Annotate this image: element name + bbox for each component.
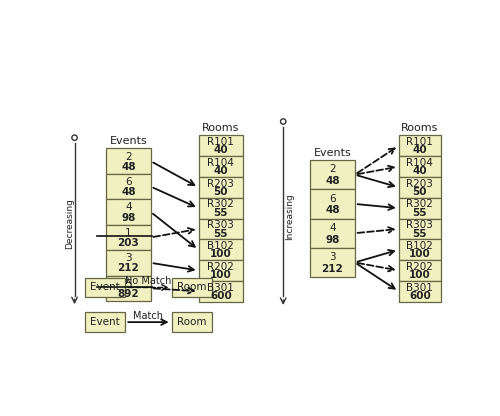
Text: 40: 40 — [214, 145, 228, 155]
FancyBboxPatch shape — [106, 149, 151, 174]
Text: 212: 212 — [118, 263, 140, 273]
Text: 600: 600 — [409, 291, 431, 301]
Text: 55: 55 — [214, 228, 228, 238]
Text: B301: B301 — [208, 282, 234, 292]
Text: R104: R104 — [208, 158, 234, 168]
Text: 40: 40 — [412, 166, 427, 176]
Text: 50: 50 — [214, 187, 228, 197]
Text: B102: B102 — [208, 241, 234, 251]
Text: 48: 48 — [121, 187, 136, 197]
Text: 4: 4 — [125, 203, 132, 213]
Text: 100: 100 — [409, 249, 431, 259]
Text: 6: 6 — [329, 194, 336, 204]
FancyBboxPatch shape — [198, 177, 243, 198]
Text: 6: 6 — [125, 177, 132, 187]
Text: Events: Events — [314, 148, 352, 158]
Text: 100: 100 — [409, 270, 431, 280]
Text: R203: R203 — [406, 178, 434, 188]
FancyBboxPatch shape — [310, 160, 355, 189]
FancyBboxPatch shape — [398, 177, 441, 198]
Text: R302: R302 — [208, 199, 234, 209]
Text: 40: 40 — [214, 166, 228, 176]
Text: Events: Events — [110, 136, 148, 146]
Text: 98: 98 — [326, 235, 340, 245]
Text: R101: R101 — [406, 137, 434, 147]
Text: Room: Room — [177, 317, 206, 327]
FancyBboxPatch shape — [172, 278, 211, 297]
Text: No Match: No Match — [126, 276, 172, 286]
FancyBboxPatch shape — [398, 239, 441, 260]
FancyBboxPatch shape — [198, 198, 243, 218]
Text: 55: 55 — [412, 228, 427, 238]
Text: 600: 600 — [210, 291, 232, 301]
Text: 100: 100 — [210, 249, 232, 259]
Text: 100: 100 — [210, 270, 232, 280]
Text: 55: 55 — [214, 208, 228, 218]
Text: R303: R303 — [406, 220, 434, 230]
Text: 48: 48 — [325, 206, 340, 215]
FancyBboxPatch shape — [198, 156, 243, 177]
Text: R202: R202 — [208, 262, 234, 272]
FancyBboxPatch shape — [106, 174, 151, 199]
Text: 2: 2 — [329, 164, 336, 174]
Text: R303: R303 — [208, 220, 234, 230]
Text: 5: 5 — [125, 279, 132, 289]
FancyBboxPatch shape — [398, 260, 441, 281]
Text: 1: 1 — [125, 228, 132, 238]
Text: R203: R203 — [208, 178, 234, 188]
Text: B102: B102 — [406, 241, 434, 251]
Text: Event: Event — [90, 282, 120, 292]
FancyBboxPatch shape — [198, 135, 243, 156]
Text: 48: 48 — [325, 176, 340, 186]
Text: Rooms: Rooms — [401, 123, 438, 133]
FancyBboxPatch shape — [198, 239, 243, 260]
Text: B301: B301 — [406, 282, 434, 292]
FancyBboxPatch shape — [398, 218, 441, 239]
FancyBboxPatch shape — [310, 248, 355, 277]
FancyBboxPatch shape — [198, 281, 243, 302]
Text: 203: 203 — [118, 238, 140, 248]
Text: Increasing: Increasing — [285, 193, 294, 240]
Circle shape — [72, 135, 77, 140]
FancyBboxPatch shape — [86, 278, 126, 297]
FancyBboxPatch shape — [398, 281, 441, 302]
Text: Decreasing: Decreasing — [64, 198, 74, 249]
Text: 212: 212 — [322, 264, 344, 274]
FancyBboxPatch shape — [172, 312, 211, 332]
FancyBboxPatch shape — [398, 135, 441, 156]
Text: 50: 50 — [412, 187, 427, 197]
FancyBboxPatch shape — [398, 198, 441, 218]
FancyBboxPatch shape — [86, 312, 126, 332]
FancyBboxPatch shape — [310, 218, 355, 248]
Text: R202: R202 — [406, 262, 434, 272]
Text: Match: Match — [134, 311, 164, 321]
Circle shape — [280, 119, 286, 124]
FancyBboxPatch shape — [398, 156, 441, 177]
Text: 892: 892 — [118, 289, 139, 299]
Text: 48: 48 — [121, 162, 136, 172]
Text: Event: Event — [90, 317, 120, 327]
FancyBboxPatch shape — [198, 218, 243, 239]
FancyBboxPatch shape — [106, 275, 151, 301]
Text: Rooms: Rooms — [202, 123, 239, 133]
Text: Room: Room — [177, 282, 206, 292]
Text: 3: 3 — [329, 252, 336, 262]
Text: R104: R104 — [406, 158, 434, 168]
FancyBboxPatch shape — [310, 189, 355, 218]
FancyBboxPatch shape — [106, 250, 151, 275]
Text: 98: 98 — [121, 213, 136, 223]
Text: 4: 4 — [329, 223, 336, 233]
Text: 3: 3 — [125, 253, 132, 263]
Text: 40: 40 — [412, 145, 427, 155]
Text: R101: R101 — [208, 137, 234, 147]
Text: 55: 55 — [412, 208, 427, 218]
Text: 2: 2 — [125, 151, 132, 161]
Text: R302: R302 — [406, 199, 434, 209]
FancyBboxPatch shape — [198, 260, 243, 281]
FancyBboxPatch shape — [106, 199, 151, 225]
FancyBboxPatch shape — [106, 225, 151, 250]
